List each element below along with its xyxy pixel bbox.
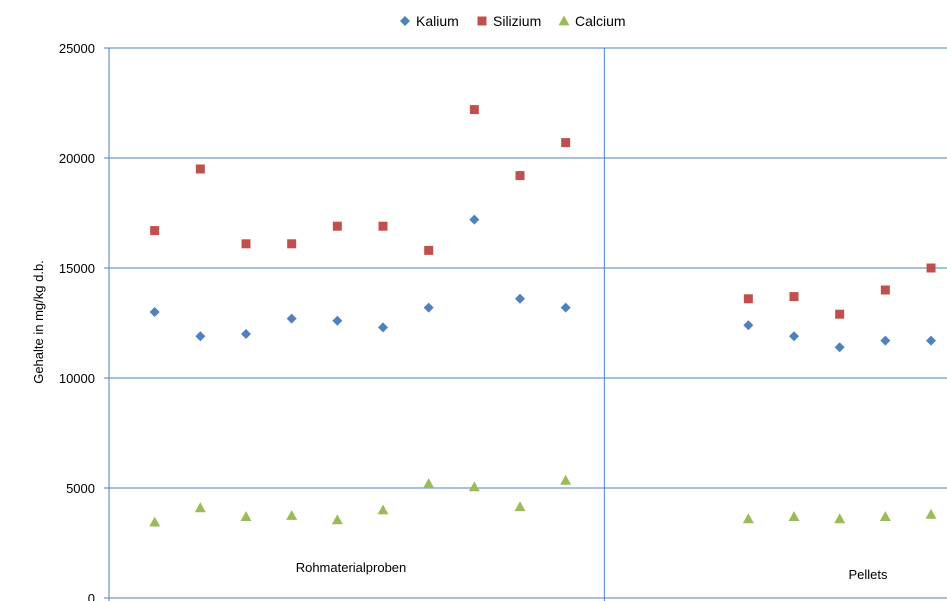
group-labels: Rohmaterialproben Pellets [296, 560, 888, 582]
point-calcium-7 [468, 481, 480, 492]
point-calcium-4 [331, 514, 343, 525]
point-calcium-8 [514, 501, 526, 512]
y-tick-label-4: 20000 [59, 151, 95, 166]
legend-label-silizium: Silizium [493, 13, 541, 29]
point-kalium-14 [926, 335, 937, 346]
gridlines [109, 47, 947, 489]
group-label-0: Rohmaterialproben [296, 560, 407, 575]
point-silizium-14 [926, 263, 936, 273]
point-calcium-5 [377, 504, 389, 515]
point-silizium-6 [424, 245, 434, 255]
point-kalium-12 [834, 342, 845, 353]
y-tick-label-3: 15000 [59, 261, 95, 276]
point-calcium-13 [879, 511, 891, 521]
point-silizium-2 [241, 239, 251, 249]
y-tick-label-2: 10000 [59, 371, 95, 386]
point-calcium-12 [834, 513, 846, 524]
point-kalium-1 [195, 331, 206, 342]
y-tick-labels: 0 5000 10000 15000 20000 25000 [59, 41, 95, 601]
axes [104, 47, 947, 601]
legend-label-calcium: Calcium [575, 13, 626, 29]
point-kalium-5 [378, 322, 389, 333]
point-kalium-4 [332, 315, 343, 326]
point-kalium-6 [423, 302, 434, 313]
point-silizium-5 [378, 221, 388, 231]
point-silizium-12 [835, 309, 845, 319]
point-silizium-3 [287, 239, 297, 249]
point-calcium-10 [742, 513, 754, 524]
point-kalium-10 [743, 320, 754, 331]
point-calcium-0 [149, 516, 161, 527]
point-calcium-2 [240, 511, 252, 521]
point-silizium-4 [332, 221, 342, 231]
point-kalium-11 [789, 331, 800, 342]
point-kalium-2 [241, 329, 252, 339]
y-tick-label-0: 0 [88, 591, 95, 601]
point-kalium-0 [149, 307, 160, 317]
legend-marker-calcium [558, 15, 570, 26]
legend: Kalium Silizium Calcium [400, 13, 626, 29]
legend-marker-kalium [400, 16, 410, 26]
point-calcium-14 [925, 508, 937, 519]
point-silizium-11 [789, 292, 799, 302]
point-calcium-6 [423, 478, 435, 488]
data-points [149, 105, 937, 527]
point-kalium-3 [286, 313, 297, 324]
point-kalium-9 [560, 302, 571, 313]
point-kalium-8 [515, 293, 526, 304]
y-tick-label-5: 25000 [59, 41, 95, 56]
y-tick-label-1: 5000 [66, 481, 95, 496]
point-kalium-13 [880, 335, 891, 346]
point-calcium-11 [788, 511, 800, 521]
point-calcium-9 [560, 474, 572, 485]
point-calcium-1 [194, 502, 206, 513]
legend-label-kalium: Kalium [416, 13, 459, 29]
y-axis-title: Gehalte in mg/kg d.b. [31, 260, 46, 384]
legend-marker-silizium [477, 16, 487, 26]
point-silizium-10 [743, 294, 753, 304]
point-silizium-9 [561, 138, 571, 148]
point-kalium-7 [469, 214, 480, 225]
point-silizium-13 [880, 285, 890, 295]
group-label-1: Pellets [848, 567, 888, 582]
point-silizium-7 [469, 105, 479, 115]
point-calcium-3 [286, 510, 298, 520]
point-silizium-8 [515, 171, 525, 181]
point-silizium-1 [195, 164, 205, 174]
point-silizium-0 [150, 226, 160, 236]
